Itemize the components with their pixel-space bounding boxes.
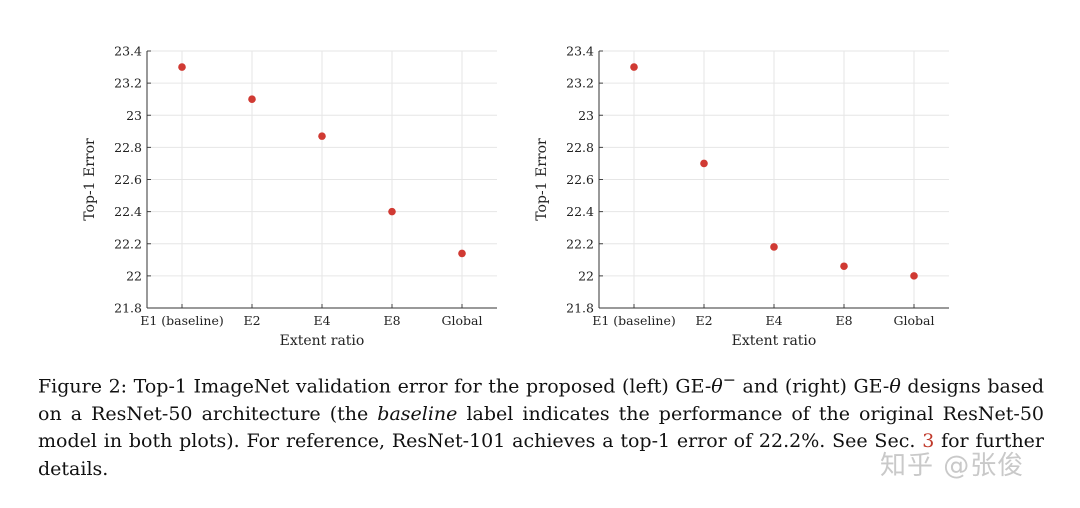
- watermark: 知乎 @张俊: [880, 451, 1025, 481]
- caption-text-2: and (right) GE-: [735, 375, 890, 398]
- caption-text-1: Figure 2: Top-1 ImageNet validation erro…: [38, 375, 712, 398]
- data-point: [910, 272, 918, 280]
- y-tick-label: 22.6: [114, 172, 142, 187]
- y-tick-label: 23: [126, 108, 142, 123]
- data-point: [458, 249, 466, 258]
- data-point: [770, 243, 778, 251]
- caption-superscript-minus: −: [722, 370, 736, 389]
- y-tick-label: 23.4: [114, 44, 142, 59]
- x-tick-label: E8: [383, 313, 400, 328]
- data-point: [178, 63, 186, 71]
- y-tick-label: 22.2: [566, 236, 594, 251]
- x-tick-label: E8: [835, 313, 852, 328]
- caption-theta-minus: θ: [711, 375, 723, 398]
- x-tick-label: E4: [765, 313, 782, 328]
- data-point: [840, 262, 848, 271]
- data-point: [248, 95, 256, 103]
- y-tick-label: 21.8: [566, 301, 594, 316]
- caption-baseline-word: baseline: [377, 402, 458, 425]
- data-point: [700, 159, 708, 168]
- x-tick-label: Global: [894, 313, 935, 328]
- y-tick-label: 23.2: [114, 76, 142, 91]
- data-point: [630, 63, 638, 71]
- caption-text-5: for further details.: [38, 430, 1045, 480]
- data-point: [388, 207, 396, 216]
- caption-text-4: label indicates the performance of the o…: [38, 402, 1044, 453]
- y-tick-label: 22.2: [114, 236, 142, 251]
- x-axis-label: Extent ratio: [280, 333, 365, 349]
- caption-theta: θ: [889, 375, 901, 398]
- y-tick-label: 21.8: [114, 301, 142, 316]
- y-tick-label: 23.4: [566, 44, 594, 59]
- section-reference-link[interactable]: 3: [922, 430, 935, 453]
- figure-caption: Figure 2: Top-1 ImageNet validation erro…: [38, 366, 1044, 483]
- y-tick-label: 23.2: [566, 76, 594, 91]
- y-tick-label: 23: [578, 108, 594, 123]
- caption-text-3: designs based on a ResNet-50 architectur…: [38, 375, 1044, 425]
- x-tick-label: E2: [695, 313, 712, 328]
- y-tick-label: 22.8: [114, 140, 142, 155]
- y-tick-label: 22: [578, 268, 594, 283]
- y-axis-label: Top-1 Error: [534, 138, 550, 221]
- x-tick-label: E2: [243, 313, 260, 328]
- data-point: [318, 132, 326, 140]
- y-tick-label: 22.4: [114, 204, 142, 219]
- x-tick-label: E4: [313, 313, 330, 328]
- y-tick-label: 22: [126, 268, 142, 283]
- x-tick-label: E1 (baseline): [592, 313, 676, 328]
- y-axis-label: Top-1 Error: [82, 138, 98, 221]
- x-tick-label: E1 (baseline): [140, 313, 224, 328]
- y-tick-label: 22.8: [566, 140, 594, 155]
- y-tick-label: 22.4: [566, 204, 594, 219]
- x-tick-label: Global: [442, 313, 483, 328]
- y-tick-label: 22.6: [566, 172, 594, 187]
- x-axis-label: Extent ratio: [732, 333, 817, 349]
